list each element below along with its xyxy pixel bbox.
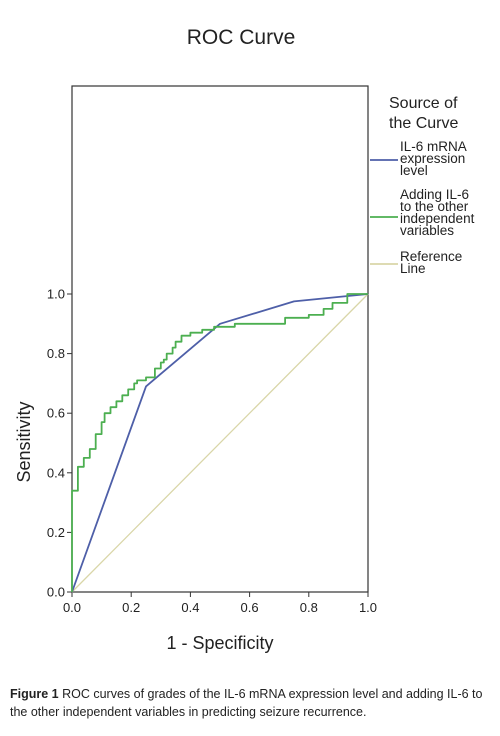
series-lines bbox=[71, 293, 369, 593]
y-tick-label: 0.4 bbox=[47, 465, 65, 480]
x-axis-label: 1 - Specificity bbox=[166, 633, 273, 653]
series-line-reference-line bbox=[71, 293, 369, 593]
legend-label-reference-line: Line bbox=[400, 261, 426, 276]
x-tick-label: 0.8 bbox=[300, 600, 318, 615]
legend: Source of the Curve IL-6 mRNAexpressionlev… bbox=[370, 95, 475, 276]
legend-label-adding-il-6-to-the-other-independent-variables: independent bbox=[400, 211, 475, 226]
x-tick-label: 0.6 bbox=[241, 600, 259, 615]
legend-label-il-6-mrna-expression-level: level bbox=[400, 163, 428, 178]
legend-title-line-2: the Curve bbox=[389, 115, 458, 132]
y-tick-label: 0.8 bbox=[47, 346, 65, 361]
axis-ticks: 0.0 0.2 0.4 0.6 0.8 1.0 0.0 0.2 0.4 0.6 0.8 1.0 bbox=[47, 287, 377, 616]
y-tick-label: 1.0 bbox=[47, 287, 65, 302]
legend-title-line-1: Source of bbox=[389, 95, 458, 112]
x-tick-label: 0.2 bbox=[122, 600, 140, 615]
roc-chart: ROC Curve 0.0 0.2 0.4 0.6 0.8 1.0 0.0 0.2 0.4 0.6… bbox=[14, 26, 475, 653]
x-tick-label: 0.0 bbox=[63, 600, 81, 615]
series-line-il-6-mrna-expression-level bbox=[71, 293, 369, 593]
legend-label-il-6-mrna-expression-level: IL-6 mRNA bbox=[400, 139, 467, 154]
figure-label: Figure 1 bbox=[10, 687, 59, 701]
legend-label-il-6-mrna-expression-level: expression bbox=[400, 151, 465, 166]
plot-frame bbox=[71, 85, 369, 593]
legend-label-adding-il-6-to-the-other-independent-variables: Adding IL-6 bbox=[400, 187, 469, 202]
legend-label-reference-line: Reference bbox=[400, 249, 462, 264]
series-line-adding-il-6-to-the-other-independent-variables bbox=[71, 293, 368, 592]
legend-label-adding-il-6-to-the-other-independent-variables: to the other bbox=[400, 199, 469, 214]
y-tick-label: 0.0 bbox=[47, 585, 65, 600]
chart-title: ROC Curve bbox=[187, 26, 296, 49]
legend-label-adding-il-6-to-the-other-independent-variables: variables bbox=[400, 223, 454, 238]
x-tick-label: 1.0 bbox=[359, 600, 377, 615]
x-tick-label: 0.4 bbox=[181, 600, 199, 615]
y-tick-label: 0.2 bbox=[47, 525, 65, 540]
figure-caption: Figure 1 ROC curves of grades of the IL-… bbox=[10, 685, 490, 721]
y-axis-label: Sensitivity bbox=[14, 401, 34, 482]
figure-caption-text: ROC curves of grades of the IL-6 mRNA ex… bbox=[10, 687, 483, 719]
y-tick-label: 0.6 bbox=[47, 406, 65, 421]
